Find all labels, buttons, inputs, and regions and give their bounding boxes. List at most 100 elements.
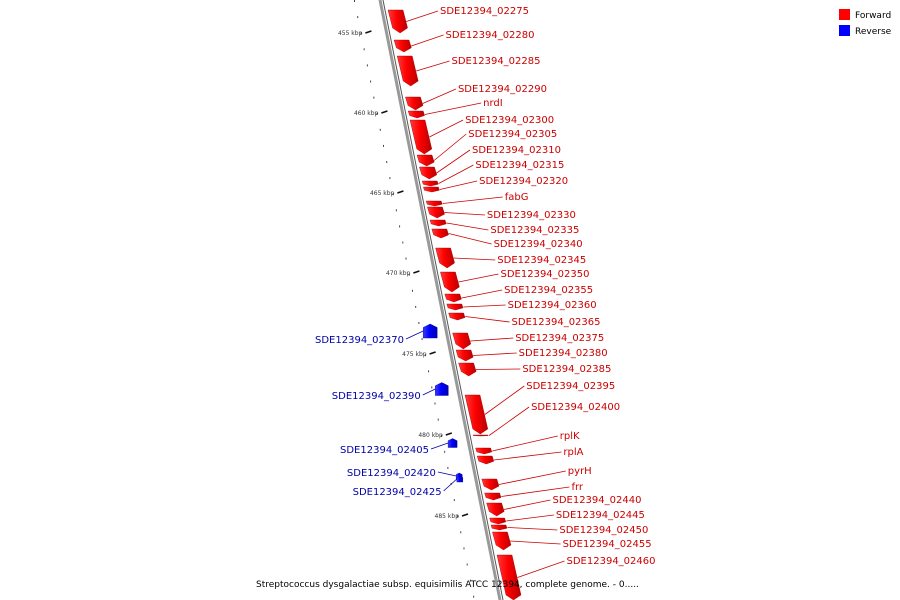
forward-gene-SDE12394_02285[interactable]	[396, 55, 419, 87]
minor-tick	[434, 402, 436, 405]
forward-gene-SDE12394_02345[interactable]	[435, 247, 455, 269]
forward-gene-label[interactable]: fabG	[505, 192, 529, 203]
forward-gene-SDE12394_02360[interactable]	[446, 303, 464, 311]
forward-gene-SDE12394_02365[interactable]	[448, 312, 466, 321]
forward-gene-leader	[507, 527, 558, 531]
forward-gene-label[interactable]: SDE12394_02275	[440, 6, 529, 17]
scale-tick	[445, 432, 453, 436]
forward-gene-label[interactable]: SDE12394_02330	[487, 210, 576, 221]
minor-tick	[405, 257, 407, 260]
forward-gene-SDE12394_02275[interactable]	[387, 9, 408, 34]
forward-gene-label[interactable]: SDE12394_02300	[465, 115, 554, 126]
forward-gene-label[interactable]: SDE12394_02360	[508, 300, 597, 311]
minor-tick	[354, 0, 355, 2]
forward-gene-label[interactable]: pyrH	[568, 466, 592, 477]
scale-tick-label: 485 kbp	[435, 513, 460, 520]
forward-gene-label[interactable]: SDE12394_02350	[500, 269, 589, 280]
forward-gene-label[interactable]: SDE12394_02335	[490, 225, 579, 236]
forward-gene-SDE12394_02290[interactable]	[405, 96, 424, 111]
reverse-gene-SDE12394_02370[interactable]	[423, 323, 438, 339]
forward-gene-label[interactable]: SDE12394_02320	[479, 176, 568, 187]
forward-gene-leader	[473, 352, 517, 356]
forward-gene-SDE12394_02310[interactable]	[419, 166, 438, 180]
forward-gene-label[interactable]: SDE12394_02395	[526, 381, 615, 392]
forward-gene-label[interactable]: SDE12394_02445	[556, 510, 645, 521]
forward-gene-SDE12394_02385[interactable]	[458, 362, 477, 377]
forward-gene-nrdI[interactable]	[407, 110, 425, 119]
forward-gene-label[interactable]: SDE12394_02345	[497, 255, 586, 266]
forward-gene-SDE12394_02375[interactable]	[452, 332, 472, 350]
reverse-gene-label[interactable]: SDE12394_02370	[315, 335, 404, 346]
minor-tick	[360, 32, 362, 35]
forward-gene-SDE12394_02350[interactable]	[440, 271, 460, 293]
forward-gene-label[interactable]: rplK	[560, 431, 580, 442]
forward-gene-label[interactable]: nrdI	[483, 98, 503, 109]
gene-labels: SDE12394_02275 SDE12394_02280 SDE12394_022…	[315, 6, 656, 578]
forward-gene-SDE12394_02400[interactable]	[472, 434, 489, 437]
forward-gene-SDE12394_02440[interactable]	[486, 502, 505, 517]
forward-gene-SDE12394_02305[interactable]	[416, 154, 435, 167]
forward-gene-label[interactable]: SDE12394_02380	[519, 348, 608, 359]
forward-gene-SDE12394_02450[interactable]	[490, 524, 508, 531]
reverse-gene-SDE12394_02390[interactable]	[435, 382, 449, 396]
forward-gene-SDE12394_02280[interactable]	[393, 39, 412, 53]
forward-gene-label[interactable]: SDE12394_02375	[515, 333, 604, 344]
forward-gene-SDE12394_02395[interactable]	[464, 394, 489, 435]
forward-gene-SDE12394_02335[interactable]	[429, 219, 447, 227]
forward-gene-leader	[416, 60, 450, 72]
forward-gene-label[interactable]: SDE12394_02440	[552, 495, 641, 506]
forward-gene-label[interactable]: SDE12394_02450	[559, 525, 648, 536]
reverse-gene-label[interactable]: SDE12394_02420	[347, 468, 436, 479]
forward-gene-label[interactable]: rplA	[563, 447, 583, 458]
minor-tick	[444, 450, 446, 453]
forward-gene-SDE12394_02445[interactable]	[489, 517, 507, 525]
forward-gene-SDE12394_02460[interactable]	[496, 554, 522, 600]
forward-gene-SDE12394_02330[interactable]	[427, 206, 445, 219]
forward-gene-label[interactable]: SDE12394_02365	[512, 317, 601, 328]
forward-gene-label[interactable]: SDE12394_02290	[458, 84, 547, 95]
forward-gene-SDE12394_02380[interactable]	[455, 349, 474, 362]
forward-gene-label[interactable]: SDE12394_02285	[452, 56, 541, 67]
reverse-gene-SDE12394_02425[interactable]	[456, 475, 463, 483]
forward-gene-pyrH[interactable]	[481, 478, 500, 491]
minor-tick	[366, 64, 368, 67]
reverse-gene-label[interactable]: SDE12394_02405	[340, 445, 429, 456]
reverse-gene-label[interactable]: SDE12394_02425	[353, 487, 442, 498]
forward-gene-label[interactable]: SDE12394_02315	[475, 160, 564, 171]
forward-gene-leader	[444, 212, 485, 216]
minor-tick	[357, 16, 359, 19]
minor-tick	[370, 80, 372, 83]
forward-gene-frr[interactable]	[484, 492, 502, 501]
scale-tick-label: 465 kbp	[370, 190, 395, 197]
reverse-gene-leader	[422, 388, 436, 396]
scale-ticks: 455 kbp 460 kbp 465 kbp 470 kbp 475 kbp 480 k…	[338, 30, 469, 520]
forward-gene-SDE12394_02455[interactable]	[492, 531, 512, 551]
forward-gene-label[interactable]: SDE12394_02280	[446, 30, 535, 41]
scale-tick-label: 480 kbp	[418, 432, 443, 439]
forward-gene-SDE12394_02340[interactable]	[431, 228, 449, 239]
scale-tick	[461, 513, 469, 517]
forward-gene-label[interactable]: SDE12394_02340	[494, 239, 583, 250]
forward-gene-fabG[interactable]	[425, 200, 443, 207]
forward-gene-rplA[interactable]	[476, 455, 495, 465]
forward-gene-label[interactable]: SDE12394_02455	[563, 539, 652, 550]
forward-gene-leader	[446, 222, 489, 231]
minor-tick	[453, 499, 455, 502]
forward-gene-SDE12394_02300[interactable]	[409, 119, 433, 155]
forward-gene-label[interactable]: frr	[571, 482, 583, 493]
reverse-gene-label[interactable]: SDE12394_02390	[332, 391, 421, 402]
forward-gene-label[interactable]: SDE12394_02385	[522, 364, 611, 375]
minor-tick	[466, 563, 468, 566]
forward-gene-SDE12394_02320[interactable]	[423, 186, 440, 193]
forward-gene-leader	[470, 337, 514, 342]
forward-gene-label[interactable]: SDE12394_02355	[504, 285, 593, 296]
forward-gene-SDE12394_02355[interactable]	[444, 293, 462, 303]
forward-gene-label[interactable]: SDE12394_02400	[531, 402, 620, 413]
minor-tick	[431, 386, 433, 389]
forward-gene-SDE12394_02315[interactable]	[421, 180, 439, 187]
reverse-gene-SDE12394_02405[interactable]	[447, 438, 458, 448]
forward-gene-label[interactable]: SDE12394_02310	[472, 145, 561, 156]
forward-gene-rplK[interactable]	[475, 447, 493, 455]
forward-gene-label[interactable]: SDE12394_02460	[567, 556, 656, 567]
forward-gene-label[interactable]: SDE12394_02305	[468, 129, 557, 140]
